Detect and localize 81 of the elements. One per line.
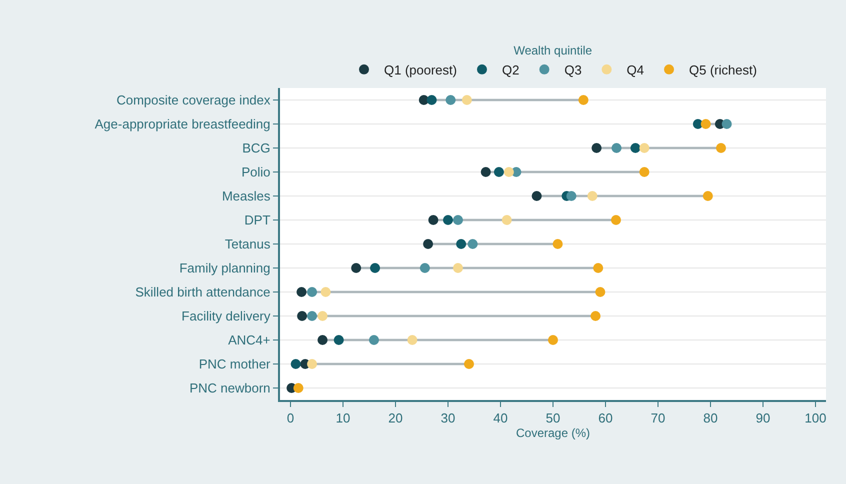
point [639,167,650,177]
y-tick-label: BCG [242,140,270,156]
point [639,143,650,153]
point [370,263,380,273]
point [587,191,598,201]
legend-title: Wealth quintile [514,43,592,58]
y-tick-label: PNC newborn [189,380,270,396]
point [611,215,621,225]
point [595,287,606,297]
point [426,95,437,105]
point [590,311,601,321]
point [307,287,318,297]
point [318,335,328,345]
point [423,239,434,249]
y-tick-label: Facility delivery [182,308,271,324]
x-tick-label: 20 [388,410,403,426]
point [290,359,301,369]
point [452,263,463,273]
x-tick-label: 0 [286,410,294,426]
point [548,335,558,345]
point [307,311,318,321]
legend-label: Q2 [502,62,520,78]
point [443,215,453,225]
point [593,263,604,273]
point [318,311,328,321]
y-tick-label: Skilled birth attendance [135,284,270,300]
y-tick-label: ANC4+ [228,332,270,348]
point [420,263,430,273]
point [428,215,438,225]
point [722,119,732,129]
point [578,95,588,105]
legend-label: Q4 [626,62,644,78]
x-tick-label: 60 [598,410,613,426]
point [468,239,478,249]
x-tick-label: 40 [493,410,508,426]
x-tick-label: 80 [703,410,718,426]
point [532,191,542,201]
point [700,119,711,129]
point [320,287,331,297]
point [351,263,362,273]
y-tick-label: Tetanus [224,236,271,252]
y-tick-label: Polio [241,164,270,180]
point [407,335,418,345]
point [702,191,713,201]
point [296,287,307,297]
point [452,215,463,225]
point [566,191,576,201]
point [504,167,514,177]
x-tick-label: 70 [650,410,666,426]
point [494,167,504,177]
point [462,95,472,105]
point [502,215,512,225]
point [446,95,456,105]
point [630,143,640,153]
legend-label: Q3 [564,62,582,78]
point [297,311,308,321]
point [552,239,563,249]
point [716,143,726,153]
legend-label: Q1 (poorest) [384,62,457,78]
point [480,167,491,177]
x-tick-label: 100 [804,410,826,426]
y-tick-label: PNC mother [198,356,272,372]
point [464,359,474,369]
point [592,143,602,153]
x-tick-label: 10 [336,410,350,426]
x-tick-label: 90 [756,410,770,426]
point [293,383,304,393]
legend-label: Q5 (richest) [689,62,757,78]
y-tick-label: Measles [222,188,271,204]
x-tick-label: 30 [440,410,456,426]
point [612,143,622,153]
x-axis-title: Coverage (%) [516,426,590,440]
x-tick-label: 50 [546,410,560,426]
point [368,335,379,345]
point [307,359,318,369]
y-tick-label: Composite coverage index [116,92,271,108]
y-tick-label: Family planning [179,260,270,276]
y-tick-label: Age-appropriate breastfeeding [94,116,270,132]
point [334,335,344,345]
point [456,239,466,249]
y-tick-label: DPT [244,212,270,228]
